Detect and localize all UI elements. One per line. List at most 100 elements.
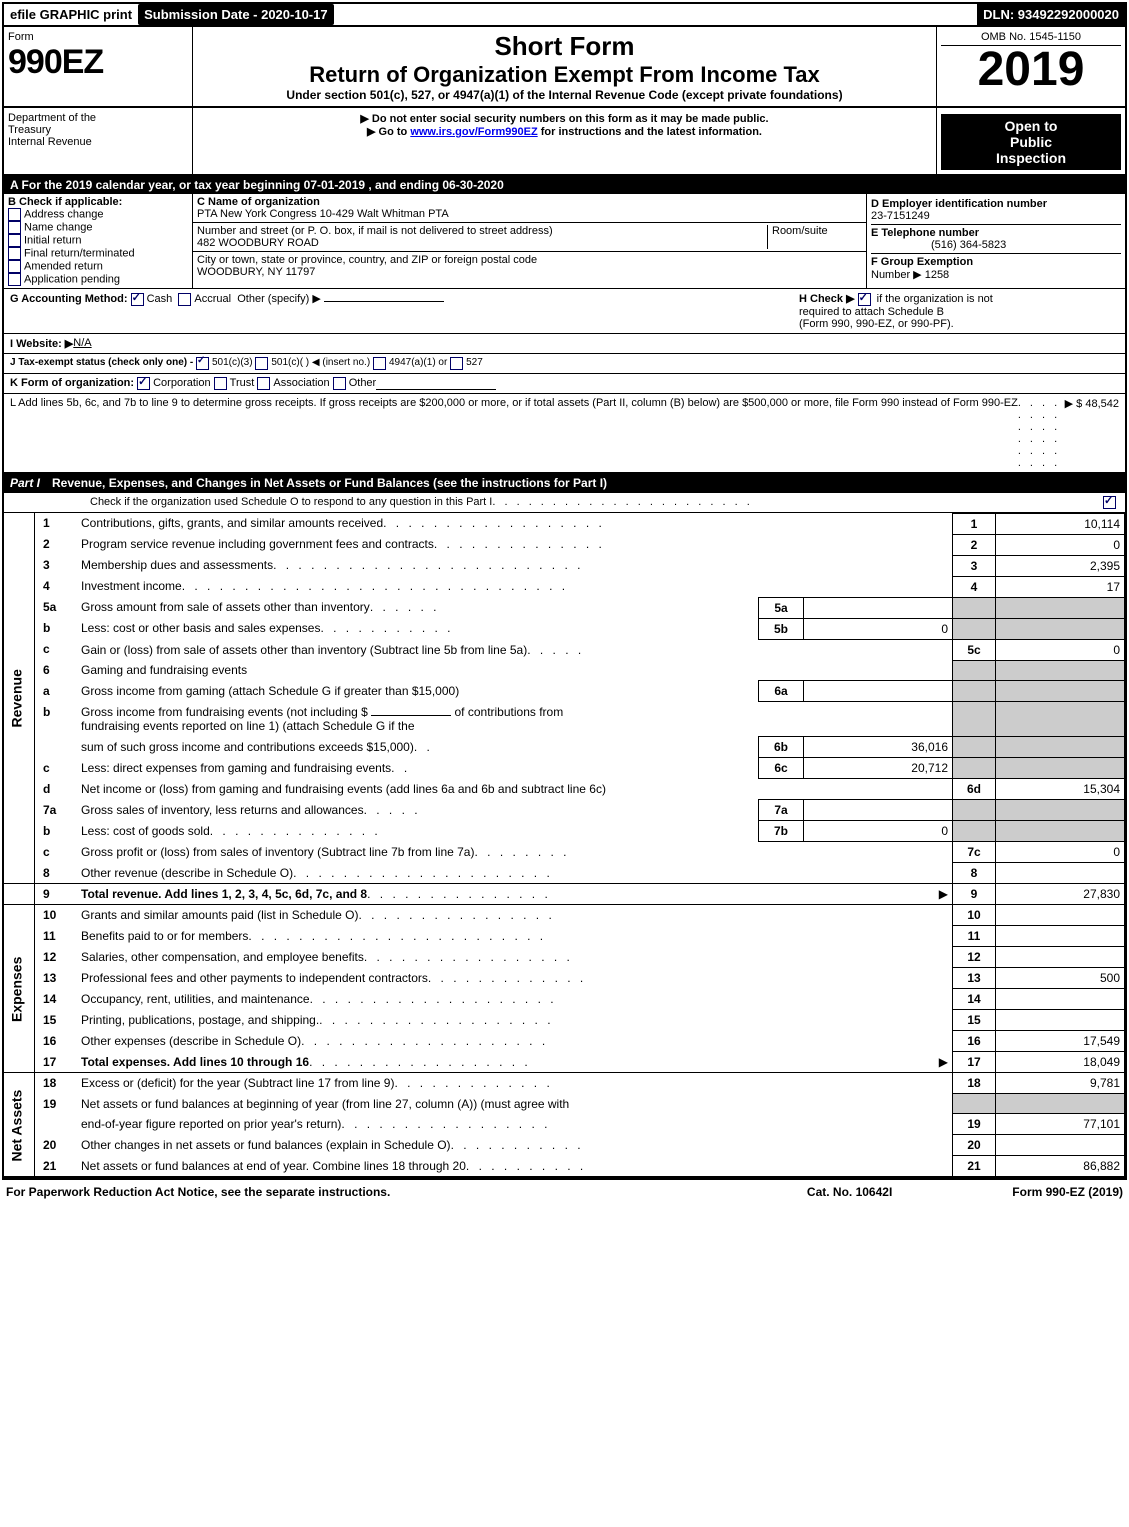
dept-line3: Internal Revenue — [8, 136, 92, 148]
checkbox-trust[interactable] — [214, 377, 227, 390]
checkbox-application-pending[interactable] — [8, 273, 21, 286]
ln-6b-blank[interactable] — [371, 715, 451, 716]
checkbox-cash[interactable] — [131, 293, 144, 306]
ln-9-rnum: 9 — [953, 884, 996, 905]
dept-cell: Department of the Treasury Internal Reve… — [4, 108, 193, 174]
checkbox-association[interactable] — [257, 377, 270, 390]
group-value: 1258 — [925, 269, 949, 281]
ln-6c-snum: 6c — [759, 758, 804, 779]
open-line2: Public — [1010, 134, 1052, 150]
ln-5a-rval-shaded — [996, 597, 1125, 618]
irs-link[interactable]: www.irs.gov/Form990EZ — [410, 126, 537, 138]
checkbox-name-change[interactable] — [8, 221, 21, 234]
footer-form-ref: Form 990-EZ (2019) — [1012, 1185, 1123, 1199]
ln-5b-rval-shaded — [996, 618, 1125, 639]
ln-6c-sval: 20,712 — [804, 758, 953, 779]
ln-15-num: 15 — [35, 1010, 78, 1031]
ln-3-desc: Membership dues and assessments — [81, 558, 273, 572]
ln-19-rnum: 19 — [953, 1114, 996, 1135]
ln-19-val: 77,101 — [996, 1114, 1125, 1135]
ln-16-desc: Other expenses (describe in Schedule O) — [81, 1034, 301, 1048]
checkbox-initial-return[interactable] — [8, 234, 21, 247]
checkbox-accrual[interactable] — [178, 293, 191, 306]
ln-7c-rnum: 7c — [953, 842, 996, 863]
ln-4-rnum: 4 — [953, 576, 996, 597]
line-l: L Add lines 5b, 6c, and 7b to line 9 to … — [4, 394, 1125, 473]
ln-6d-val: 15,304 — [996, 779, 1125, 800]
ln-6b-d3: fundraising events reported on line 1) (… — [81, 719, 415, 733]
ln-13-num: 13 — [35, 968, 78, 989]
open-line3: Inspection — [996, 150, 1066, 166]
ln-19-d2: end-of-year figure reported on prior yea… — [81, 1117, 341, 1131]
opt-name-change: Name change — [24, 221, 93, 233]
ln-14-desc: Occupancy, rent, utilities, and maintena… — [81, 992, 310, 1006]
ln-2-val: 0 — [996, 534, 1125, 555]
g-accrual: Accrual — [194, 293, 231, 305]
opt-initial-return: Initial return — [24, 234, 81, 246]
ln-5b-num: b — [35, 618, 78, 639]
ln-6b2-rnum-shaded — [953, 737, 996, 758]
ln-8-rnum: 8 — [953, 863, 996, 884]
checkbox-final-return[interactable] — [8, 247, 21, 260]
checkbox-corporation[interactable] — [137, 377, 150, 390]
checkbox-part1-schedule-o[interactable] — [1103, 496, 1116, 509]
ln-6a-num: a — [35, 681, 78, 702]
ln-15-rnum: 15 — [953, 1010, 996, 1031]
ln-7a-snum: 7a — [759, 800, 804, 821]
ln-5b-rnum-shaded — [953, 618, 996, 639]
ln-5a-rnum-shaded — [953, 597, 996, 618]
title-cell: Short Form Return of Organization Exempt… — [193, 27, 936, 106]
ln-6b-d2: of contributions from — [455, 705, 564, 719]
ln-5a-desc: Gross amount from sale of assets other t… — [81, 600, 370, 614]
ln-12-desc: Salaries, other compensation, and employ… — [81, 950, 364, 964]
j-501c: 501(c)( ) ◀ (insert no.) — [271, 357, 370, 370]
section-c: C Name of organization PTA New York Cong… — [193, 194, 867, 288]
ln-11-desc: Benefits paid to or for members — [81, 929, 248, 943]
ln-15-desc: Printing, publications, postage, and shi… — [81, 1013, 319, 1027]
checkbox-h[interactable] — [858, 293, 871, 306]
ln-9-desc: Total revenue. Add lines 1, 2, 3, 4, 5c,… — [81, 887, 367, 901]
k-other-org: Other — [349, 377, 377, 390]
revenue-side-label: Revenue — [4, 513, 35, 884]
ln-18-rnum: 18 — [953, 1073, 996, 1094]
j-label: J Tax-exempt status (check only one) - — [10, 357, 193, 370]
ln-6-num: 6 — [35, 660, 78, 681]
g-other-input[interactable] — [324, 301, 444, 302]
ln-8-desc: Other revenue (describe in Schedule O) — [81, 866, 293, 880]
org-name: PTA New York Congress 10-429 Walt Whitma… — [197, 208, 449, 220]
form-header: Form 990EZ Short Form Return of Organiza… — [4, 27, 1125, 108]
ln-17-rnum: 17 — [953, 1052, 996, 1073]
form-number-cell: Form 990EZ — [4, 27, 193, 106]
ln-6b-snum: 6b — [759, 737, 804, 758]
footer: For Paperwork Reduction Act Notice, see … — [0, 1182, 1129, 1202]
checkbox-501c3[interactable] — [196, 357, 209, 370]
checkbox-amended-return[interactable] — [8, 260, 21, 273]
ln-11-val — [996, 926, 1125, 947]
checkbox-address-change[interactable] — [8, 208, 21, 221]
ln-7c-val: 0 — [996, 842, 1125, 863]
ln-7a-sval — [804, 800, 953, 821]
ln-7b-num: b — [35, 821, 78, 842]
k-other-input[interactable] — [376, 377, 496, 390]
checkbox-other-org[interactable] — [333, 377, 346, 390]
ln-10-num: 10 — [35, 905, 78, 926]
ln-5a-snum: 5a — [759, 597, 804, 618]
ln-1-val: 10,114 — [996, 513, 1125, 534]
h-pre: H Check ▶ — [799, 293, 855, 305]
part1-check-text: Check if the organization used Schedule … — [90, 496, 492, 509]
checkbox-527[interactable] — [450, 357, 463, 370]
ln-5c-num: c — [35, 639, 78, 660]
checkbox-501c[interactable] — [255, 357, 268, 370]
checkbox-4947[interactable] — [373, 357, 386, 370]
efile-print-label[interactable]: efile GRAPHIC print — [4, 4, 138, 25]
g-other: Other (specify) ▶ — [237, 293, 321, 305]
ln-6b2-rval-shaded — [996, 737, 1125, 758]
dept-row: Department of the Treasury Internal Reve… — [4, 108, 1125, 176]
part1-label: Part I — [10, 476, 52, 490]
ein-value: 23-7151249 — [871, 210, 930, 222]
ln-18-val: 9,781 — [996, 1073, 1125, 1094]
ln-6b-rnum-shaded — [953, 702, 996, 737]
netassets-side-label: Net Assets — [4, 1073, 35, 1178]
ln-4-num: 4 — [35, 576, 78, 597]
part1-header: Part I Revenue, Expenses, and Changes in… — [4, 473, 1125, 493]
